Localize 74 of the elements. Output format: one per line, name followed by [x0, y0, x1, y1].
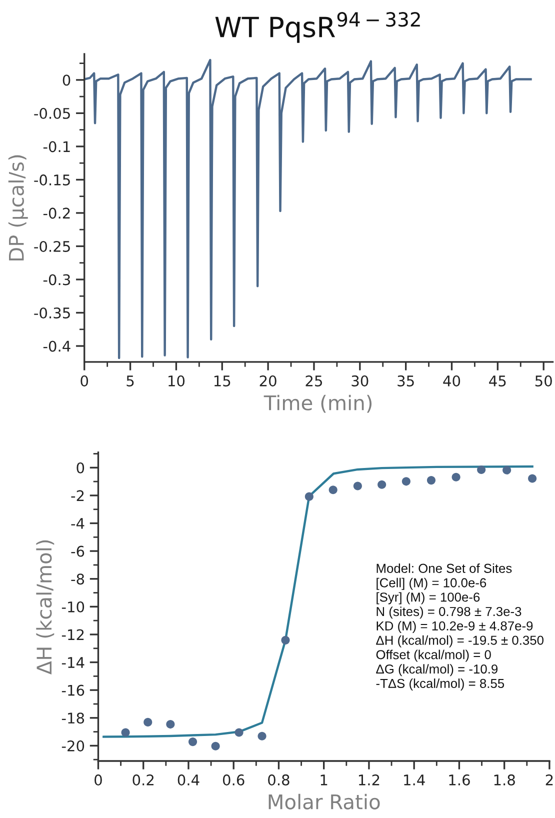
point: [144, 718, 152, 726]
x-tick-label: 45: [489, 376, 506, 386]
x-tick-label: 1.6: [449, 774, 470, 786]
y-tick-label: -16: [62, 684, 84, 696]
y-tick-label: -0.15: [34, 174, 70, 186]
line-series: [84, 58, 532, 360]
annotation: KD (M) = 10.2e-9 ± 4.87e-9: [376, 620, 533, 634]
point: [353, 482, 362, 490]
y-tick-label: -18: [62, 712, 84, 724]
annotation: Offset (kcal/mol) = 0: [376, 650, 491, 662]
point: [166, 720, 175, 729]
y-tick-label: -0.4: [43, 340, 70, 352]
y-tick-label: -0.3: [43, 274, 70, 286]
point: [188, 738, 198, 746]
y-tick-label: -6: [71, 546, 84, 557]
x-tick-label: 0: [94, 774, 102, 786]
y-tick-label: -12: [62, 629, 84, 640]
x-tick-label: 2: [546, 774, 553, 786]
y-tick-label: -2: [71, 490, 84, 501]
annotation: Model: One Set of Sites: [376, 563, 512, 573]
y-tick-label: -14: [62, 657, 84, 668]
x-axis-title: Time (min): [264, 394, 372, 413]
x-tick-label: 20: [260, 375, 276, 386]
point: [477, 465, 486, 474]
y-tick-label: -10: [62, 601, 84, 612]
annotation: ΔG (kcal/mol) = -10.9: [376, 664, 498, 676]
x-tick-label: 35: [398, 375, 414, 386]
y-tick-label: 0: [62, 74, 70, 86]
y-tick-label: 0: [76, 462, 84, 474]
x-tick-label: 40: [443, 375, 460, 386]
point: [121, 728, 130, 737]
y-axis-title: DP (µcal/s): [8, 155, 28, 260]
annotation: [Cell] (M) = 10.0e-6: [376, 578, 486, 590]
y-tick-label: -8: [71, 574, 84, 585]
x-tick-label: 25: [306, 375, 322, 386]
y-tick-label: -4: [71, 518, 84, 529]
point: [378, 480, 386, 489]
annotation: [Syr] (M) = 100e-6: [376, 592, 480, 604]
x-tick-label: 0.2: [132, 774, 154, 786]
x-tick-label: 0.4: [178, 774, 200, 786]
point: [452, 472, 460, 482]
x-tick-label: 30: [352, 375, 368, 386]
x-tick-label: 0.8: [268, 774, 290, 786]
point: [402, 477, 410, 486]
x-tick-label: 10: [168, 375, 185, 386]
annotation: N (sites) = 0.798 ± 7.3e-3: [376, 606, 522, 619]
point: [304, 492, 314, 501]
x-tick-label: 15: [214, 376, 230, 386]
y-tick-label: -0.1: [43, 141, 70, 152]
chart-title: WT PqsR$^{94−332}$: [215, 12, 420, 43]
x-tick-label: 0.6: [222, 774, 244, 786]
point: [281, 636, 290, 644]
point: [528, 474, 537, 483]
x-tick-label: 1.8: [494, 774, 515, 786]
y-tick-label: -20: [62, 740, 84, 752]
x-tick-label: 5: [126, 376, 134, 386]
y-tick-label: -0.2: [43, 208, 70, 219]
point: [234, 728, 244, 737]
point: [502, 466, 512, 474]
x-tick-label: 1.2: [358, 774, 380, 786]
y-axis-title: ΔH (kcal/mol): [36, 540, 54, 675]
annotation: -TΔS (kcal/mol) = 8.55: [376, 678, 504, 691]
y-tick-label: -0.35: [34, 307, 70, 318]
y-tick-label: -0.25: [34, 240, 70, 252]
x-axis-title: Molar Ratio: [268, 794, 380, 810]
x-tick-label: 50: [535, 375, 552, 386]
y-tick-label: -0.05: [34, 108, 70, 119]
point: [258, 732, 266, 740]
annotation: ΔH (kcal/mol) = -19.5 ± 0.350: [376, 635, 544, 648]
point: [426, 476, 436, 485]
point: [211, 742, 220, 750]
x-tick-label: 1.4: [404, 774, 425, 786]
point: [328, 486, 338, 494]
x-tick-label: 1: [320, 774, 328, 786]
